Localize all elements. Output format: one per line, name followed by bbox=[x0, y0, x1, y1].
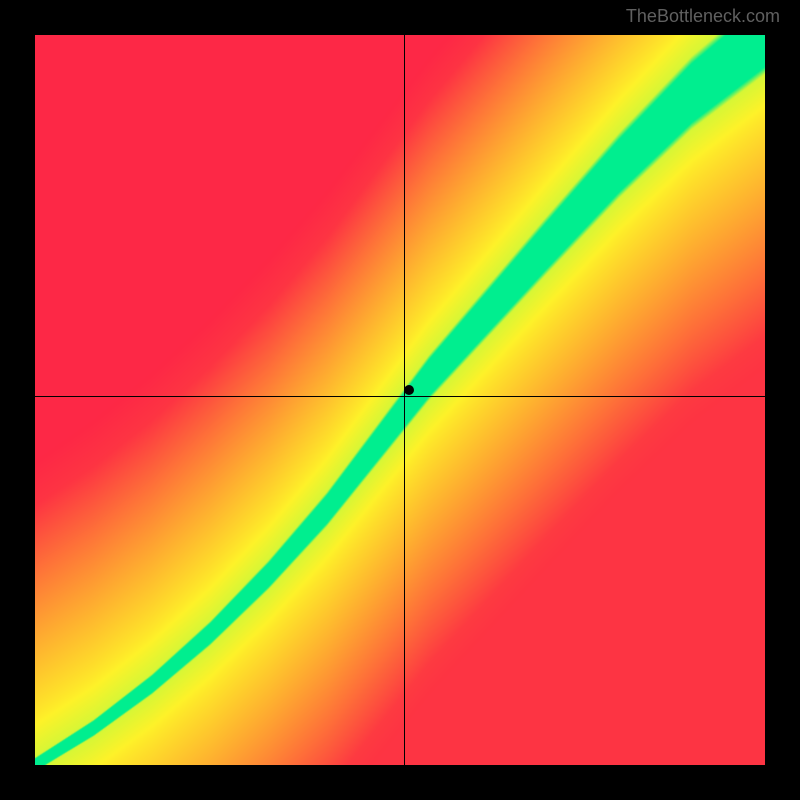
heatmap-plot bbox=[35, 35, 765, 765]
attribution-text: TheBottleneck.com bbox=[626, 6, 780, 27]
heatmap-canvas bbox=[35, 35, 765, 765]
crosshair-vertical bbox=[404, 35, 405, 765]
crosshair-horizontal bbox=[35, 396, 765, 397]
data-point-marker bbox=[404, 385, 414, 395]
